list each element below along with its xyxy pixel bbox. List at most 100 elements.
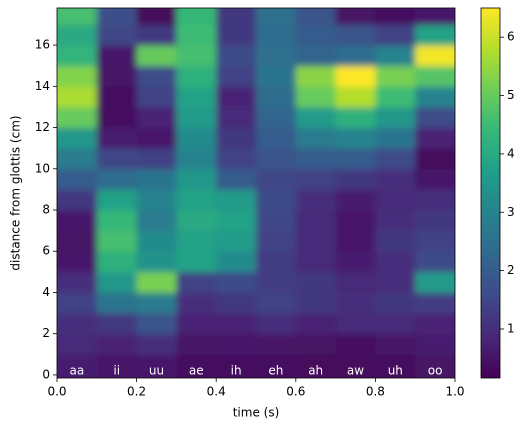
heat-cell xyxy=(216,354,257,378)
heat-cell xyxy=(335,292,376,314)
heat-cell xyxy=(375,189,416,211)
heat-cell xyxy=(136,127,177,149)
colorbar-tick-label: 1 xyxy=(507,321,515,335)
heat-cell xyxy=(375,86,416,108)
heat-cell xyxy=(375,127,416,149)
heat-cell xyxy=(96,313,138,335)
heat-cell xyxy=(96,251,138,273)
heat-cell xyxy=(375,333,416,355)
heat-cell xyxy=(415,86,455,108)
heat-cell xyxy=(295,230,337,252)
heat-cell xyxy=(295,210,337,232)
heat-cell xyxy=(295,168,337,190)
heat-cell xyxy=(57,230,98,252)
heat-cell xyxy=(136,333,177,355)
heat-cell xyxy=(335,8,376,25)
heat-cell xyxy=(216,45,257,67)
heat-cell xyxy=(256,106,297,129)
category-label: ah xyxy=(308,364,323,378)
heat-cell xyxy=(216,65,257,87)
heat-cell xyxy=(136,45,177,67)
heat-cell xyxy=(335,127,376,149)
heat-cell xyxy=(216,271,257,293)
heat-cell xyxy=(176,65,217,87)
heat-cell xyxy=(96,148,138,170)
heat-cell xyxy=(96,333,138,355)
heat-cell xyxy=(96,106,138,129)
y-tick-label: 14 xyxy=(35,79,50,93)
heat-cell xyxy=(176,210,217,232)
heat-cell xyxy=(415,313,455,335)
heat-cell xyxy=(295,148,337,170)
heat-cell xyxy=(415,106,455,129)
heat-cell xyxy=(57,313,98,335)
heat-cell xyxy=(256,292,297,314)
heat-cell xyxy=(335,271,376,293)
heat-cell xyxy=(335,313,376,335)
heat-cell xyxy=(216,251,257,273)
heat-cell xyxy=(216,210,257,232)
heat-cell xyxy=(136,251,177,273)
heat-cell xyxy=(256,333,297,355)
heat-cell xyxy=(256,168,297,190)
colorbar-tick-label: 6 xyxy=(507,30,515,44)
x-tick-label: 1.0 xyxy=(445,385,464,399)
heat-cell xyxy=(176,333,217,355)
y-tick-label: 6 xyxy=(42,244,50,258)
heat-cell xyxy=(136,210,177,232)
heat-cell xyxy=(216,148,257,170)
heat-cell xyxy=(415,148,455,170)
heat-cell xyxy=(176,168,217,190)
heat-cell xyxy=(256,251,297,273)
heat-cell xyxy=(335,106,376,129)
heat-cell xyxy=(136,271,177,293)
y-tick-label: 2 xyxy=(42,326,50,340)
heat-cell xyxy=(375,24,416,46)
heat-cell xyxy=(136,230,177,252)
heat-cell xyxy=(335,65,376,87)
heat-cell xyxy=(216,86,257,108)
heat-cell xyxy=(57,148,98,170)
y-tick-label: 0 xyxy=(42,367,50,381)
heat-cell xyxy=(375,313,416,335)
heat-cell xyxy=(415,354,455,378)
heat-cell xyxy=(295,24,337,46)
heat-cell xyxy=(256,86,297,108)
heat-cell xyxy=(57,292,98,314)
heatmap xyxy=(57,8,455,378)
heat-cell xyxy=(96,24,138,46)
colorbar-tick-label: 2 xyxy=(507,263,515,277)
heat-cell xyxy=(136,86,177,108)
heat-cell xyxy=(415,292,455,314)
heat-cell xyxy=(256,210,297,232)
category-label: aa xyxy=(70,364,85,378)
y-tick-label: 10 xyxy=(35,161,50,175)
heat-cell xyxy=(415,127,455,149)
heat-cell xyxy=(415,24,455,46)
heat-cell xyxy=(57,333,98,355)
heat-cell xyxy=(57,127,98,149)
heat-cell xyxy=(375,65,416,87)
category-label: ii xyxy=(113,364,120,378)
heat-cell xyxy=(96,271,138,293)
heat-cell xyxy=(57,354,98,378)
heat-cell xyxy=(256,24,297,46)
heat-cell xyxy=(96,127,138,149)
heat-cell xyxy=(57,106,98,129)
heat-cell xyxy=(57,45,98,67)
heat-cell xyxy=(295,354,337,378)
heat-cell xyxy=(176,106,217,129)
heat-cell xyxy=(96,65,138,87)
colorbar-tick-label: 5 xyxy=(507,88,515,102)
heat-cell xyxy=(295,333,337,355)
heat-cell xyxy=(256,65,297,87)
x-tick-label: 0.4 xyxy=(207,385,226,399)
heat-cell xyxy=(256,271,297,293)
heat-cell xyxy=(256,230,297,252)
heat-cell xyxy=(256,8,297,25)
heat-cell xyxy=(136,148,177,170)
heat-cell xyxy=(216,127,257,149)
heat-cell xyxy=(57,86,98,108)
heat-cell xyxy=(415,65,455,87)
